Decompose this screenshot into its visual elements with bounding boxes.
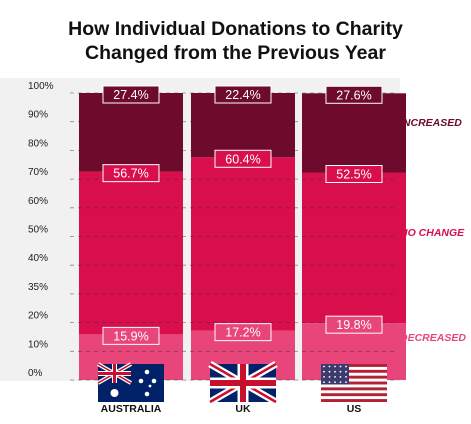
bar-australia-increased — [79, 93, 183, 172]
data-label: 27.6% — [336, 88, 371, 102]
data-label: 17.2% — [225, 326, 260, 340]
value-label-box — [102, 164, 160, 183]
legend-label: NO CHANGE — [400, 227, 465, 239]
data-label: 27.4% — [113, 88, 148, 102]
value-label-box — [214, 149, 272, 168]
category-label: AUSTRALIA — [101, 403, 162, 415]
value-label-box — [214, 323, 272, 342]
bar-uk-no-change — [191, 157, 295, 331]
value-label-box — [325, 164, 383, 183]
category-label: US — [347, 403, 362, 415]
value-label-box — [325, 315, 383, 334]
data-label: 52.5% — [336, 167, 371, 181]
y-tick-label: 20% — [28, 311, 48, 322]
flag-us-icon — [321, 364, 387, 402]
data-label: 56.7% — [113, 167, 148, 181]
data-label: 15.9% — [113, 329, 148, 343]
y-tick-label: 10% — [28, 339, 48, 350]
y-tick-label: 0% — [28, 368, 43, 379]
data-label: 60.4% — [225, 152, 260, 166]
category-label: UK — [235, 403, 251, 415]
value-label-box — [102, 85, 160, 104]
bar-australia-no-change — [79, 171, 183, 335]
chart-title-line-1: How Individual Donations to Charity — [68, 18, 403, 40]
y-tick-label: 35% — [28, 282, 48, 293]
y-tick-label: 90% — [28, 110, 48, 121]
legend-label: INCREASED — [400, 117, 462, 129]
flag-australia-icon — [97, 362, 164, 402]
y-tick-label: 60% — [28, 196, 48, 207]
data-label: 19.8% — [336, 318, 371, 332]
value-label-box — [102, 326, 160, 345]
y-tick-label: 40% — [28, 253, 48, 264]
value-label-box — [214, 85, 272, 104]
y-tick-label: 70% — [28, 167, 48, 178]
flag-uk-icon — [208, 360, 278, 406]
legend-label: DECREASED — [400, 332, 466, 344]
y-tick-label: 50% — [28, 225, 48, 236]
bar-us-no-change — [302, 172, 406, 324]
bar-us-increased — [302, 93, 406, 173]
y-tick-label: 80% — [28, 138, 48, 149]
chart-title-line-2: Changed from the Previous Year — [85, 42, 386, 64]
y-tick-label: 100% — [28, 81, 54, 92]
bar-uk-increased — [191, 93, 295, 158]
data-label: 22.4% — [225, 88, 260, 102]
value-label-box — [325, 85, 383, 104]
